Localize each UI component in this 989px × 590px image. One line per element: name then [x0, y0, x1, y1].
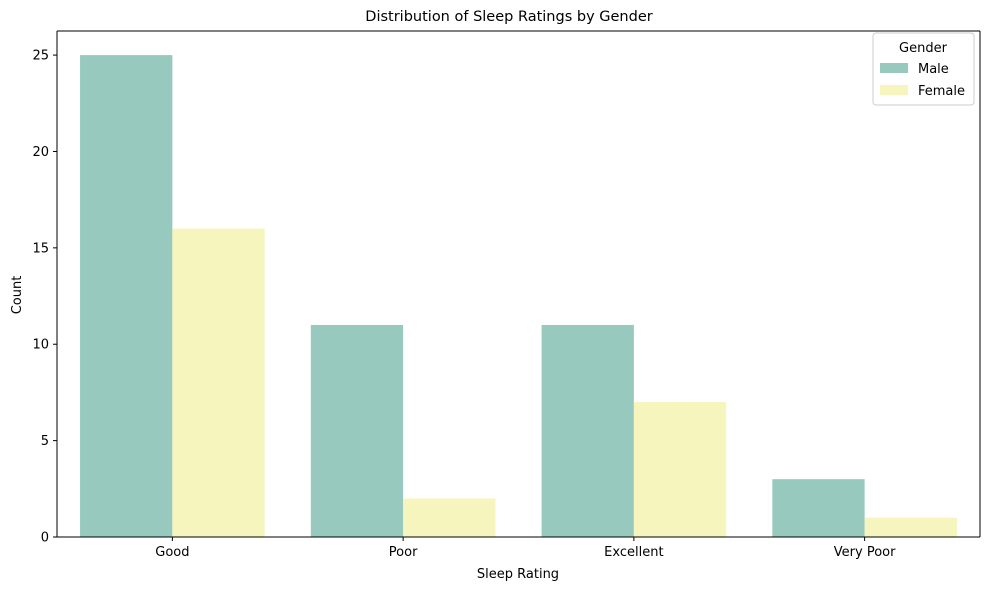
y-tick-label: 0	[41, 531, 49, 546]
bar-male-poor	[310, 324, 404, 537]
legend-items: Male Female	[880, 62, 965, 99]
legend-label-male: Male	[918, 62, 949, 77]
chart-title: Distribution of Sleep Ratings by Gender	[365, 9, 652, 25]
x-tick-label: Good	[155, 545, 189, 560]
y-tick-label: 15	[32, 241, 49, 256]
bars-group	[80, 55, 957, 537]
axes-group	[56, 30, 981, 538]
y-tick-label: 20	[32, 145, 49, 160]
y-tick-label: 10	[32, 338, 49, 353]
bar-male-good	[80, 55, 173, 537]
bar-female-very-poor	[864, 517, 957, 537]
x-axis-label: Sleep Rating	[477, 567, 559, 582]
y-ticks: 0 5 10 15 20 25	[32, 49, 57, 546]
legend-swatch-male	[880, 63, 908, 73]
x-ticks: Good Poor Excellent Very Poor	[155, 537, 896, 560]
y-tick-label: 25	[32, 49, 49, 64]
x-tick-label: Excellent	[604, 545, 663, 560]
legend-title: Gender	[899, 41, 948, 56]
legend-swatch-female	[880, 85, 908, 95]
legend-label-female: Female	[918, 84, 965, 99]
y-axis-label: Count	[10, 276, 25, 315]
bar-female-good	[172, 228, 265, 537]
bar-female-excellent	[633, 402, 727, 537]
x-tick-label: Poor	[389, 545, 418, 560]
bar-female-poor	[403, 498, 496, 537]
bar-male-very-poor	[772, 479, 865, 537]
y-tick-label: 5	[41, 434, 49, 449]
x-tick-label: Very Poor	[834, 545, 896, 560]
bar-male-excellent	[541, 324, 634, 537]
legend: Gender Male Female	[872, 32, 975, 106]
